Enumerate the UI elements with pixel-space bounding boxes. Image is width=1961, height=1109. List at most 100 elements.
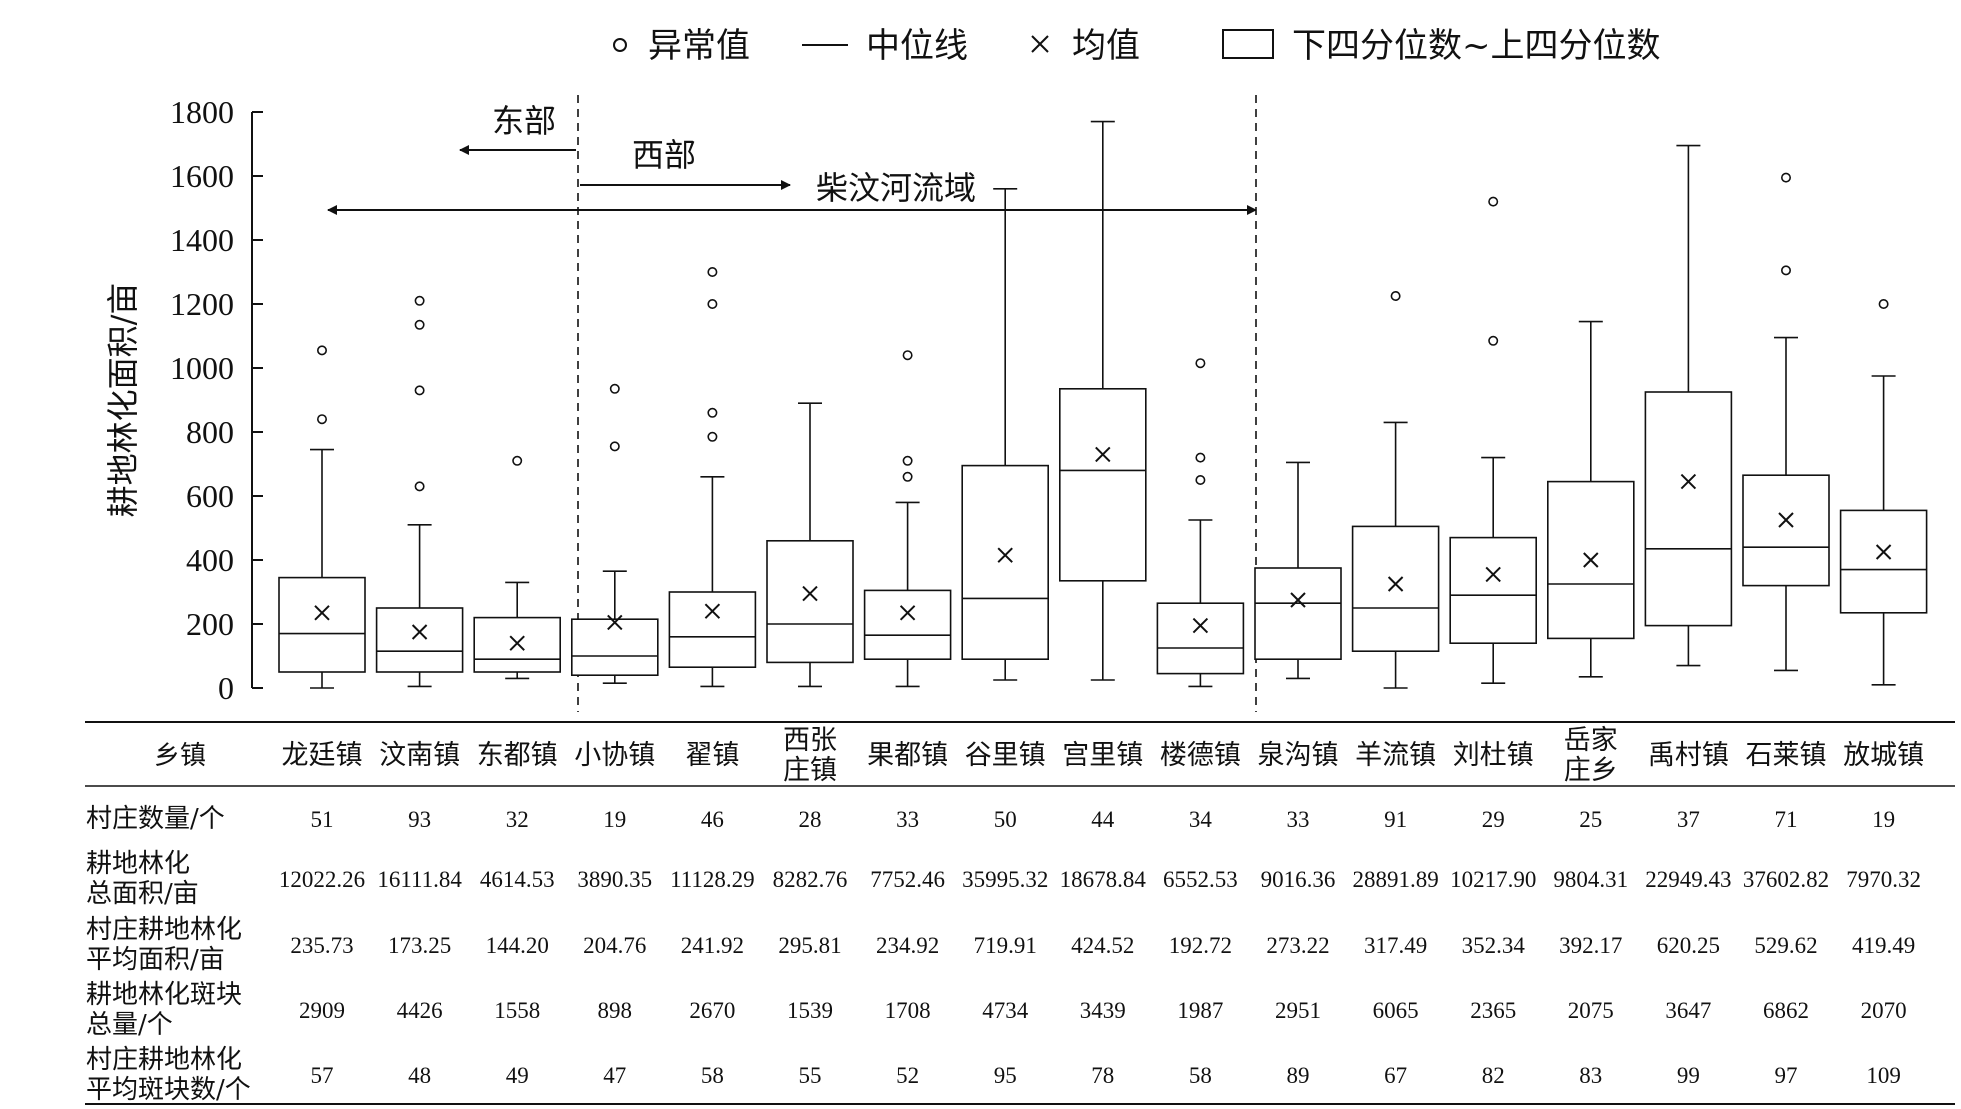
table-cell: 234.92: [876, 933, 939, 958]
category-label: 岳家: [1564, 725, 1618, 756]
table-cell: 2909: [299, 998, 345, 1023]
outlier-point: [902, 455, 913, 466]
iqr-box: [375, 607, 464, 673]
iqr-box: [1839, 509, 1928, 614]
row-header: 村庄耕地林化: [86, 1045, 242, 1075]
table-cell: 28: [799, 807, 822, 832]
outlier-point: [609, 383, 620, 394]
table-cell: 424.52: [1071, 933, 1134, 958]
table-cell: 37602.82: [1743, 867, 1829, 892]
table-cell: 3647: [1665, 998, 1711, 1023]
outlier-point: [707, 407, 718, 418]
y-tick-label: 1400: [170, 222, 234, 258]
table-cell: 52: [896, 1063, 919, 1088]
y-tick-label: 1200: [170, 286, 234, 322]
outlier-point: [1781, 172, 1792, 183]
table-cell: 28891.89: [1352, 867, 1438, 892]
box-group: [1742, 172, 1830, 672]
mean-marker: [509, 635, 525, 651]
legend-median-label: 中位线: [866, 26, 968, 66]
box-group: [278, 345, 366, 689]
table-cell: 1987: [1177, 998, 1223, 1023]
table-cell: 29: [1482, 807, 1505, 832]
category-label: 谷里镇: [965, 740, 1046, 771]
basin-label: 柴汶河流域: [816, 169, 976, 207]
iqr-box: [278, 576, 366, 673]
table-cell: 295.81: [778, 933, 841, 958]
table-cell: 352.34: [1462, 933, 1526, 958]
row-header: 总面积/亩: [86, 879, 199, 909]
iqr-box: [1156, 602, 1245, 675]
mean-marker: [704, 603, 721, 619]
row-header: 耕地林化斑块: [86, 980, 242, 1010]
mean-marker: [1875, 544, 1892, 560]
table-cell: 91: [1384, 807, 1407, 832]
category-label: 禹村镇: [1648, 740, 1729, 771]
table-cell: 6862: [1763, 998, 1809, 1023]
mean-marker: [1583, 552, 1599, 568]
box-group: [1254, 461, 1342, 680]
table-cell: 719.91: [974, 933, 1037, 958]
table-cell: 48: [408, 1063, 431, 1088]
table-cell: 1558: [494, 998, 540, 1023]
table-cell: 6552.53: [1163, 867, 1238, 892]
table-cell: 1708: [885, 998, 931, 1023]
iqr-box: [1644, 391, 1733, 627]
table-cell: 4426: [397, 998, 443, 1023]
mean-marker: [1095, 446, 1111, 463]
category-label: 西张: [783, 725, 837, 756]
outlier-point: [1878, 298, 1889, 309]
table-cell: 4614.53: [480, 867, 555, 892]
outlier-point: [512, 455, 523, 466]
table-cell: 25: [1579, 807, 1602, 832]
table-cell: 51: [311, 807, 334, 832]
table-cell: 6065: [1373, 998, 1419, 1023]
box-group: [1156, 358, 1245, 688]
outlier-point: [1195, 358, 1206, 369]
iqr-box: [1449, 536, 1537, 644]
table-cell: 67: [1384, 1063, 1407, 1088]
outlier-point: [1781, 265, 1792, 276]
table-cell: 33: [1287, 807, 1310, 832]
mean-marker: [997, 547, 1013, 563]
iqr-box: [1059, 387, 1147, 582]
box-group: [1839, 298, 1928, 686]
table-cell: 33: [896, 807, 919, 832]
box-group: [375, 295, 464, 688]
table-cell: 19: [603, 807, 626, 832]
iqr-box: [961, 464, 1050, 661]
west-label: 西部: [632, 136, 696, 174]
table-cell: 3439: [1080, 998, 1126, 1023]
legend-box-label: 下四分位数~上四分位数: [1292, 26, 1661, 66]
table-cell: 7970.32: [1846, 867, 1921, 892]
box-group: [766, 402, 854, 688]
iqr-box: [570, 618, 659, 677]
table-cell: 2670: [689, 998, 735, 1023]
outlier-point: [609, 441, 620, 452]
mean-marker: [1290, 592, 1306, 608]
box-group: [1351, 290, 1440, 689]
box-group: [473, 455, 562, 680]
legend-mean-label: 均值: [1072, 26, 1140, 66]
table-cell: 2365: [1470, 998, 1516, 1023]
box-group: [1449, 196, 1537, 685]
table-cell: 9804.31: [1553, 867, 1628, 892]
outlier-point: [707, 266, 718, 277]
table-cell: 99: [1677, 1063, 1700, 1088]
table-cell: 35995.32: [962, 867, 1048, 892]
table-cell: 22949.43: [1645, 867, 1731, 892]
row-header: 总量/个: [86, 1010, 173, 1040]
east-label: 东部: [492, 102, 556, 140]
outlier-point: [902, 350, 913, 361]
table-cell: 44: [1091, 807, 1115, 832]
table-cell: 19: [1872, 807, 1895, 832]
row-header: 耕地林化: [86, 849, 190, 879]
legend: 异常值 中位线 均值 下四分位数~上四分位数: [613, 26, 1661, 66]
category-label: 庄乡: [1564, 755, 1618, 786]
table-cell: 89: [1287, 1063, 1310, 1088]
outlier-point: [902, 471, 913, 482]
table-cell: 620.25: [1657, 933, 1720, 958]
table-cell: 95: [994, 1063, 1017, 1088]
table-cell: 58: [1189, 1063, 1212, 1088]
